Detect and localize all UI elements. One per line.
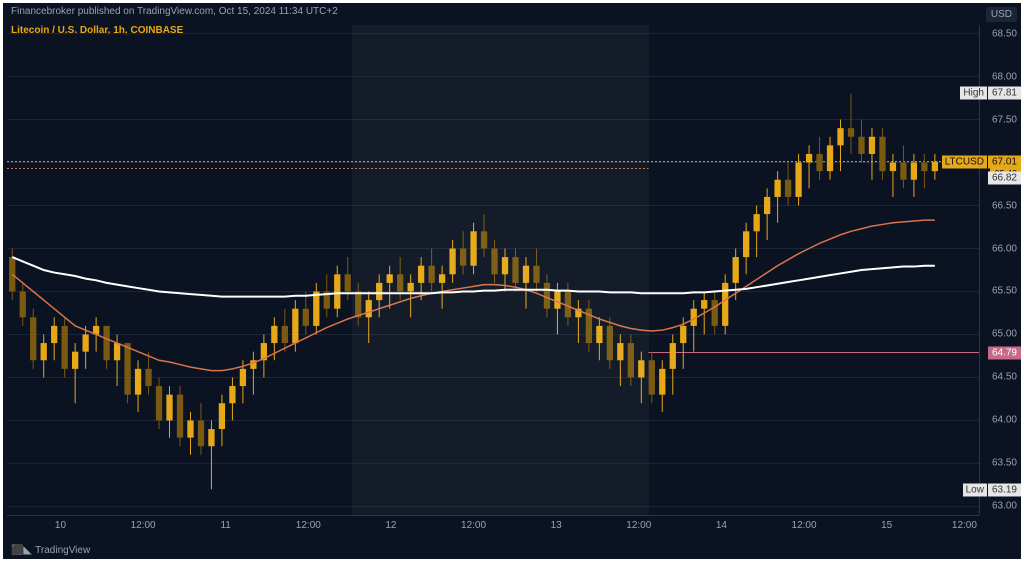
- y-tick: 67.50: [992, 114, 1017, 125]
- x-tick: 14: [716, 520, 727, 531]
- y-tick: 66.00: [992, 243, 1017, 254]
- session-shade: [352, 25, 648, 515]
- y-tick: 68.00: [992, 71, 1017, 82]
- currency-label: USD: [986, 7, 1017, 22]
- x-tick: 12:00: [461, 520, 486, 531]
- footer-text: TradingView: [35, 545, 90, 556]
- x-tick: 11: [220, 520, 230, 531]
- price-label: LTCUSD67.0125:42: [942, 155, 1021, 168]
- price-label: 66.82: [988, 172, 1021, 185]
- footer: ⬛◣ TradingView: [11, 545, 90, 556]
- y-axis: 63.00 63.50 64.00 64.50 65.00 65.50 66.00 66.50…: [979, 25, 1021, 515]
- x-axis: 10 12:00 11 12:00 12 12:00 13 12:00 14 12:00 15 12:…: [7, 515, 979, 535]
- chart-plot-area[interactable]: [7, 25, 979, 515]
- y-tick: 68.50: [992, 28, 1017, 39]
- tradingview-logo-icon: ⬛◣: [11, 545, 31, 556]
- x-tick: 12:00: [626, 520, 651, 531]
- chart-container: Financebroker published on TradingView.c…: [0, 0, 1024, 566]
- y-tick: 63.00: [992, 501, 1017, 512]
- chart-background: Financebroker published on TradingView.c…: [3, 3, 1021, 559]
- x-tick: 12:00: [952, 520, 977, 531]
- x-tick: 15: [881, 520, 892, 531]
- y-tick: 64.50: [992, 372, 1017, 383]
- x-tick: 13: [551, 520, 562, 531]
- price-label: Low63.19: [963, 484, 1021, 497]
- x-tick: 10: [55, 520, 66, 531]
- price-label: High67.81: [960, 86, 1021, 99]
- x-tick: 12: [385, 520, 396, 531]
- x-tick: 12:00: [792, 520, 817, 531]
- x-tick: 12:00: [296, 520, 321, 531]
- y-tick: 63.50: [992, 458, 1017, 469]
- y-tick: 65.00: [992, 329, 1017, 340]
- y-tick: 66.50: [992, 200, 1017, 211]
- price-label: 64.79: [988, 346, 1021, 359]
- publisher-text: Financebroker published on TradingView.c…: [11, 6, 338, 17]
- y-tick: 64.00: [992, 415, 1017, 426]
- y-tick: 65.50: [992, 286, 1017, 297]
- x-tick: 12:00: [131, 520, 156, 531]
